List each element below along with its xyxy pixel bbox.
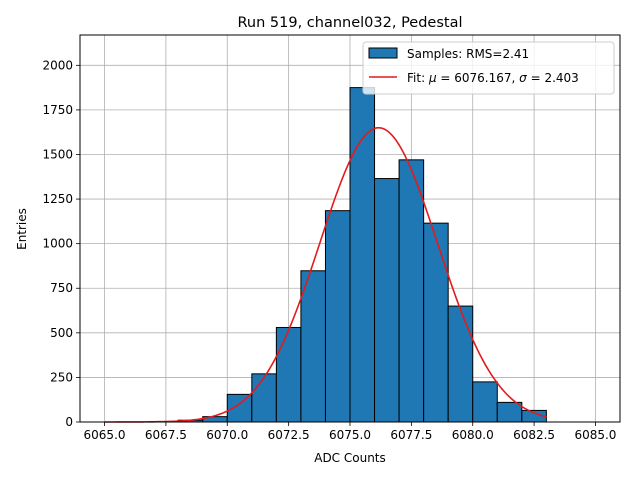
y-tick-label: 1750: [42, 103, 73, 117]
legend-fit-prefix: Fit:: [407, 71, 429, 85]
y-tick-label: 1000: [42, 237, 73, 251]
y-tick-label: 2000: [42, 58, 73, 72]
x-tick-label: 6082.5: [513, 428, 555, 442]
gaussian-fit-line: [104, 126, 547, 423]
histogram-bar: [398, 159, 425, 423]
legend-fit-mu-symbol: μ: [428, 71, 437, 85]
legend-box: [362, 41, 615, 95]
y-tick-label: 1500: [42, 147, 73, 161]
legend-fit-mu-value: = 6076.167,: [437, 71, 520, 85]
x-ticks: 6065.0 6067.5 6070.0 6072.5 6075.0 6077.5 6080…: [84, 422, 616, 442]
bars-layer: [153, 87, 547, 423]
histogram-bar: [374, 178, 400, 423]
histogram-bar: [251, 373, 277, 423]
y-ticks: 0 250 500 750 1000 1250 1500 1750 2000: [42, 58, 80, 429]
legend-bar-swatch: [368, 47, 398, 59]
histogram-bar: [447, 305, 474, 423]
y-tick-label: 750: [50, 281, 73, 295]
histogram-bar: [472, 381, 498, 423]
x-tick-label: 6067.5: [145, 428, 187, 442]
histogram-bar: [300, 270, 326, 423]
histogram-bar: [324, 210, 351, 423]
y-tick-label: 1250: [42, 192, 73, 206]
legend-fit-label: Fit: μ = 6076.167, σ = 2.403: [407, 71, 579, 85]
x-tick-label: 6070.0: [206, 428, 248, 442]
legend-bar-label: Samples: RMS=2.41: [407, 47, 529, 61]
x-tick-label: 6065.0: [84, 428, 126, 442]
chart-title: Run 519, channel032, Pedestal: [237, 15, 462, 31]
x-tick-label: 6080.0: [452, 428, 494, 442]
histogram-bar: [349, 87, 376, 423]
y-tick-label: 250: [50, 370, 73, 384]
y-axis-label: Entries: [15, 208, 29, 250]
histogram-bar: [226, 393, 253, 423]
x-tick-label: 6085.0: [574, 428, 616, 442]
x-tick-label: 6077.5: [390, 428, 432, 442]
y-tick-label: 0: [65, 415, 73, 429]
x-tick-label: 6072.5: [268, 428, 310, 442]
y-tick-label: 500: [50, 326, 73, 340]
fit-layer: [104, 126, 547, 423]
histogram-bar: [275, 326, 302, 423]
legend: Samples: RMS=2.41 Fit: μ = 6076.167, σ =…: [362, 41, 615, 95]
histogram-bar: [496, 401, 523, 423]
histogram-bar: [423, 222, 449, 423]
legend-fit-sigma-value: = 2.403: [527, 71, 579, 85]
legend-fit-sigma-symbol: σ: [519, 71, 527, 85]
x-tick-label: 6075.0: [329, 428, 371, 442]
x-axis-label: ADC Counts: [314, 451, 386, 465]
